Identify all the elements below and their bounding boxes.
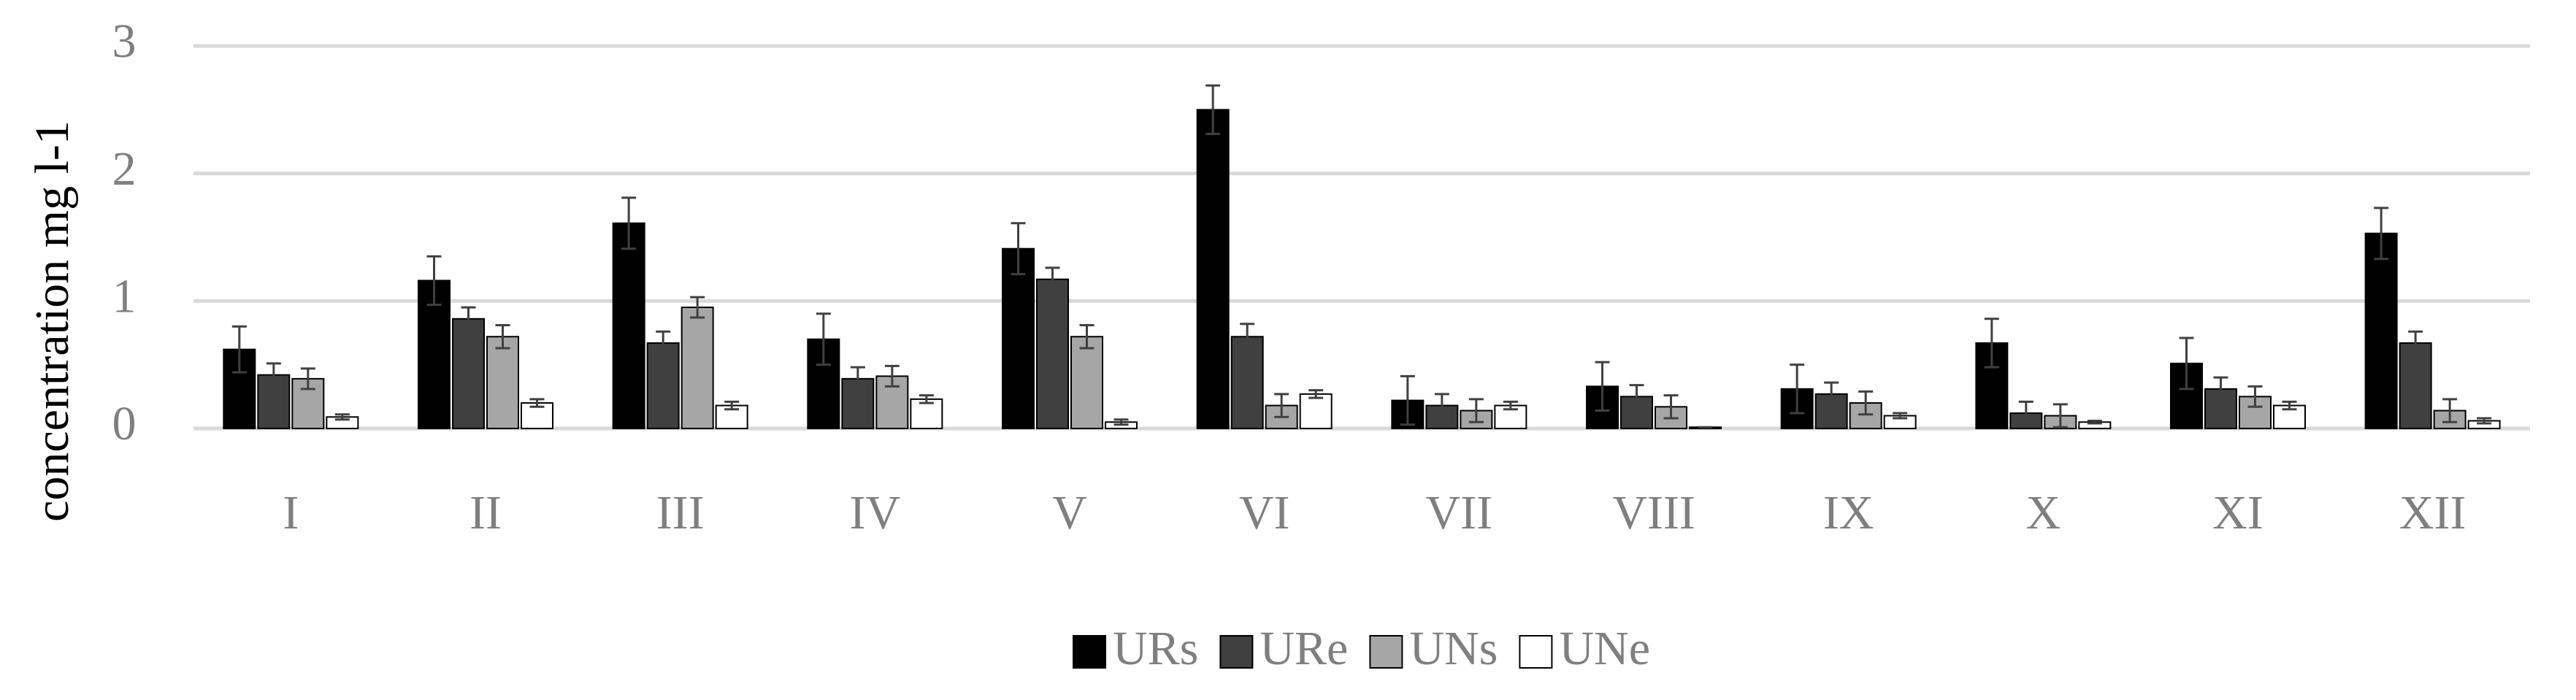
error-bar xyxy=(2477,417,2492,425)
bar xyxy=(291,377,325,430)
error-bar xyxy=(1824,381,1839,407)
error-bar xyxy=(2087,420,2102,425)
error-bar xyxy=(884,364,900,388)
error-bar xyxy=(1663,394,1679,420)
x-tick-label: VII xyxy=(1426,486,1493,539)
bar xyxy=(1230,336,1264,429)
legend-swatch xyxy=(1073,635,1106,669)
error-bar xyxy=(1629,384,1644,409)
bar xyxy=(681,307,714,430)
legend-label: URe xyxy=(1260,622,1348,675)
error-bar xyxy=(529,398,545,408)
error-bar xyxy=(621,196,637,250)
error-bar xyxy=(1240,323,1255,351)
error-bar xyxy=(300,367,315,391)
error-bar xyxy=(850,366,865,392)
legend-label: UNe xyxy=(1559,622,1650,675)
x-tick-label: XII xyxy=(2399,486,2466,539)
bar xyxy=(1070,336,1103,429)
error-bar xyxy=(1984,318,1999,369)
error-bar xyxy=(1858,390,1874,416)
error-bar xyxy=(919,394,934,404)
error-bar xyxy=(495,324,510,350)
bar xyxy=(1036,278,1069,430)
x-tick-label: I xyxy=(283,486,299,539)
bar xyxy=(2364,232,2398,429)
error-bar xyxy=(1079,324,1095,350)
error-bar xyxy=(231,325,247,374)
error-bar xyxy=(1308,389,1324,399)
bar xyxy=(1196,109,1230,429)
bar xyxy=(452,318,485,429)
y-tick-label: 3 xyxy=(112,15,137,68)
bar xyxy=(1002,247,1035,429)
x-tick-label: VIII xyxy=(1612,486,1695,539)
error-bar xyxy=(1503,400,1518,411)
error-bar xyxy=(1893,412,1908,420)
error-bar xyxy=(1113,418,1129,426)
bar xyxy=(486,336,519,429)
error-bar xyxy=(266,362,281,388)
legend-label: URs xyxy=(1113,622,1198,675)
x-tick-label: III xyxy=(656,486,705,539)
y-tick-label: 1 xyxy=(112,269,137,323)
error-bar xyxy=(2247,385,2263,408)
error-bar xyxy=(1205,84,1221,136)
error-bar xyxy=(816,312,831,366)
error-bar xyxy=(1790,364,1805,415)
error-bar xyxy=(2282,400,2297,411)
error-bar xyxy=(2408,330,2423,356)
error-bar xyxy=(426,255,442,307)
error-bar xyxy=(2374,207,2389,261)
y-tick-label: 2 xyxy=(112,142,137,196)
x-tick-label: V xyxy=(1052,486,1087,539)
x-tick-label: VI xyxy=(1239,486,1290,539)
y-tick-label: 0 xyxy=(112,397,137,450)
x-tick-label: X xyxy=(2025,486,2061,539)
error-bar xyxy=(2213,376,2228,402)
error-bar xyxy=(1274,393,1289,418)
bar xyxy=(2399,342,2432,429)
legend-label: UNs xyxy=(1409,622,1498,675)
error-bar xyxy=(334,413,350,421)
error-bar xyxy=(1468,398,1484,423)
error-bar xyxy=(690,296,705,319)
bar xyxy=(646,342,680,429)
error-bar xyxy=(2179,336,2194,391)
error-bar xyxy=(2442,398,2458,423)
error-bar xyxy=(2018,400,2033,426)
error-bar xyxy=(1595,361,1610,412)
bar xyxy=(612,222,645,429)
legend-swatch xyxy=(1219,635,1254,669)
legend-swatch xyxy=(1519,635,1553,669)
error-bar xyxy=(656,330,671,356)
error-bar xyxy=(1011,222,1026,276)
y-axis-label: concentration mg l-1 xyxy=(26,120,79,522)
x-tick-label: IX xyxy=(1823,486,1874,539)
bar xyxy=(1299,393,1333,430)
legend-swatch xyxy=(1369,635,1403,669)
x-tick-label: II xyxy=(469,486,502,539)
x-tick-label: IV xyxy=(850,486,901,539)
error-bar xyxy=(724,400,740,411)
error-bar xyxy=(461,306,476,332)
error-bar xyxy=(2052,403,2068,428)
error-bar xyxy=(1400,374,1415,426)
error-bar xyxy=(1434,393,1449,418)
error-bar xyxy=(1045,266,1060,292)
x-tick-label: XI xyxy=(2212,486,2263,539)
